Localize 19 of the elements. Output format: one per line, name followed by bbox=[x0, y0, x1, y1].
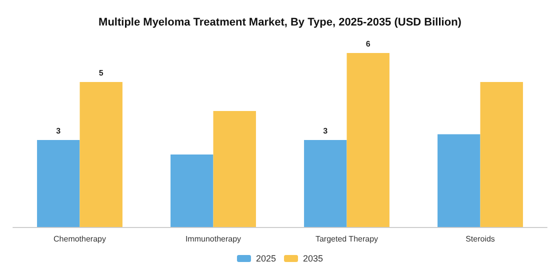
data-label: 3 bbox=[323, 126, 328, 136]
legend-label: 2025 bbox=[256, 254, 276, 264]
bar bbox=[346, 53, 390, 227]
legend-label: 2035 bbox=[303, 254, 324, 264]
x-tick-label: Targeted Therapy bbox=[315, 234, 378, 244]
bar bbox=[213, 111, 256, 227]
data-label: 3 bbox=[56, 126, 62, 136]
bar bbox=[80, 82, 122, 227]
x-tick-label: Immunotherapy bbox=[185, 234, 242, 244]
bar bbox=[37, 140, 80, 227]
x-tick-label: Chemotherapy bbox=[54, 234, 106, 244]
bar bbox=[480, 82, 523, 227]
x-tick-label: Steroids bbox=[466, 234, 495, 244]
chart-title: Multiple Myeloma Treatment Market, By Type, 2025-2035 (USD Billion) bbox=[98, 16, 462, 28]
bar bbox=[170, 154, 214, 227]
bar bbox=[438, 134, 480, 227]
data-label: 6 bbox=[366, 40, 371, 48]
bar bbox=[304, 140, 347, 227]
data-label: 5 bbox=[98, 68, 104, 78]
